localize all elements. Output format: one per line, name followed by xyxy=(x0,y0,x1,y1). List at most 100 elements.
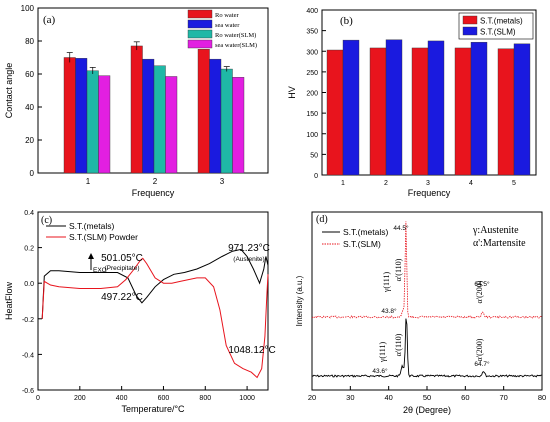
y-tick-label: 80 xyxy=(25,37,34,46)
x-tick-label: 60 xyxy=(461,393,469,402)
x-tick-label: 30 xyxy=(346,393,354,402)
legend-label: S.T.(metals) xyxy=(480,17,523,26)
bar xyxy=(153,65,166,174)
y-tick-label: 100 xyxy=(306,132,318,139)
peak-phase-label: α'(110) xyxy=(394,258,403,281)
annotation-value: 497.22°C xyxy=(101,292,143,303)
x-tick-label: 4 xyxy=(469,180,473,187)
series-line xyxy=(311,318,543,378)
annotation-value: 1048.12°C xyxy=(228,345,275,356)
bar xyxy=(232,77,245,174)
panel-a-bar-chart: 0 20 40 60 80 100 1 2 3 (a) Frequency Contact angle… xyxy=(4,4,269,198)
y-tick-label: 150 xyxy=(306,111,318,118)
phase-label: γ:Austenite xyxy=(472,225,519,236)
peak-angle-label: 64.7° xyxy=(474,360,490,368)
y-tick-label: 400 xyxy=(306,8,318,15)
bar xyxy=(63,57,76,174)
annotation-note: (Precipitate) xyxy=(104,265,139,272)
y-tick-label: 0 xyxy=(314,173,318,180)
panel-label: (b) xyxy=(340,15,353,27)
x-tick-label: 70 xyxy=(499,393,507,402)
x-tick-label: 0 xyxy=(36,395,40,402)
x-tick-label: 1 xyxy=(86,177,91,186)
legend-swatch xyxy=(187,29,213,39)
x-tick-label: 2 xyxy=(153,177,158,186)
exo-label: EXO xyxy=(93,267,107,274)
x-tick-label: 3 xyxy=(220,177,225,186)
x-tick-label: 800 xyxy=(199,395,211,402)
legend-swatch xyxy=(462,15,478,25)
y-tick-label: 200 xyxy=(306,91,318,98)
plot-frame xyxy=(37,211,269,391)
bar xyxy=(342,39,360,176)
bar xyxy=(411,47,429,176)
legend-label: sea water(SLM) xyxy=(215,42,257,49)
annotation-value: 501.05°C xyxy=(101,253,143,264)
legend-label: Ro water xyxy=(215,12,239,19)
legend-label: Ro water(SLM) xyxy=(215,32,256,39)
peak-angle-label: 43.8° xyxy=(381,307,397,315)
peak-phase-label: γ(111) xyxy=(382,272,391,294)
legend-swatch xyxy=(187,19,213,29)
y-tick-label: 40 xyxy=(25,103,34,112)
y-axis-label: HeatFlow xyxy=(4,281,14,320)
y-tick-label: 250 xyxy=(306,70,318,77)
y-tick-label: 0.2 xyxy=(24,246,34,253)
x-tick-label: 20 xyxy=(308,393,316,402)
bar xyxy=(427,40,445,176)
x-tick-label: 400 xyxy=(116,395,128,402)
x-axis-label: Temperature/°C xyxy=(121,404,185,414)
y-tick-label: 350 xyxy=(306,29,318,36)
bar xyxy=(165,76,178,174)
x-tick-label: 600 xyxy=(158,395,170,402)
annotation-note: (Austenite) xyxy=(233,256,264,263)
bar xyxy=(326,49,344,176)
peak-angle-label: 44.5° xyxy=(393,224,409,232)
bar xyxy=(369,47,387,176)
bar xyxy=(209,58,222,174)
legend-label: S.T.(SLM) Powder xyxy=(69,232,138,242)
y-axis-label: HV xyxy=(287,86,297,99)
y-tick-label: -0.6 xyxy=(22,388,34,395)
y-tick-label: 100 xyxy=(21,4,35,13)
series-line xyxy=(41,248,269,319)
panel-d-xrd-chart: 20 30 40 50 60 70 80 (d) 2θ (Degree) Intensity (a… xyxy=(295,211,546,415)
y-axis-label: Contact angle xyxy=(4,63,14,119)
bar xyxy=(142,58,155,174)
peak-phase-label: α'(110) xyxy=(394,333,403,356)
y-tick-label: 20 xyxy=(25,136,34,145)
bar xyxy=(197,49,210,174)
panel-label: (c) xyxy=(41,215,52,226)
x-tick-label: 200 xyxy=(74,395,86,402)
bar xyxy=(385,39,403,176)
x-axis-label: Frequency xyxy=(132,188,175,198)
x-tick-label: 40 xyxy=(384,393,392,402)
peak-phase-label: α'(200) xyxy=(475,280,484,303)
annotation-value: 971.23°C xyxy=(228,243,270,254)
x-tick-label: 1 xyxy=(341,180,345,187)
legend-label: S.T.(metals) xyxy=(69,221,115,231)
bar xyxy=(470,41,488,176)
series-line xyxy=(41,257,269,379)
y-tick-label: 50 xyxy=(310,152,318,159)
y-tick-label: 0.0 xyxy=(24,281,34,288)
bar xyxy=(497,48,515,176)
legend-swatch xyxy=(462,26,478,36)
peak-angle-label: 43.6° xyxy=(372,367,388,375)
y-tick-label: 60 xyxy=(25,70,34,79)
panel-label: (d) xyxy=(316,214,328,225)
x-tick-label: 3 xyxy=(426,180,430,187)
peak-angle-label: 64.5° xyxy=(474,280,490,288)
bar xyxy=(513,43,531,176)
x-axis-label: Frequency xyxy=(408,188,451,198)
legend-label: S.T.(metals) xyxy=(343,227,389,237)
bar xyxy=(130,45,143,174)
y-tick-label: -0.4 xyxy=(22,352,34,359)
legend-swatch xyxy=(187,9,213,19)
y-tick-label: 0 xyxy=(30,169,35,178)
x-axis-label: 2θ (Degree) xyxy=(403,405,451,415)
x-tick-label: 5 xyxy=(512,180,516,187)
legend-label: S.T.(SLM) xyxy=(480,28,516,37)
legend-label: S.T.(SLM) xyxy=(343,239,381,249)
